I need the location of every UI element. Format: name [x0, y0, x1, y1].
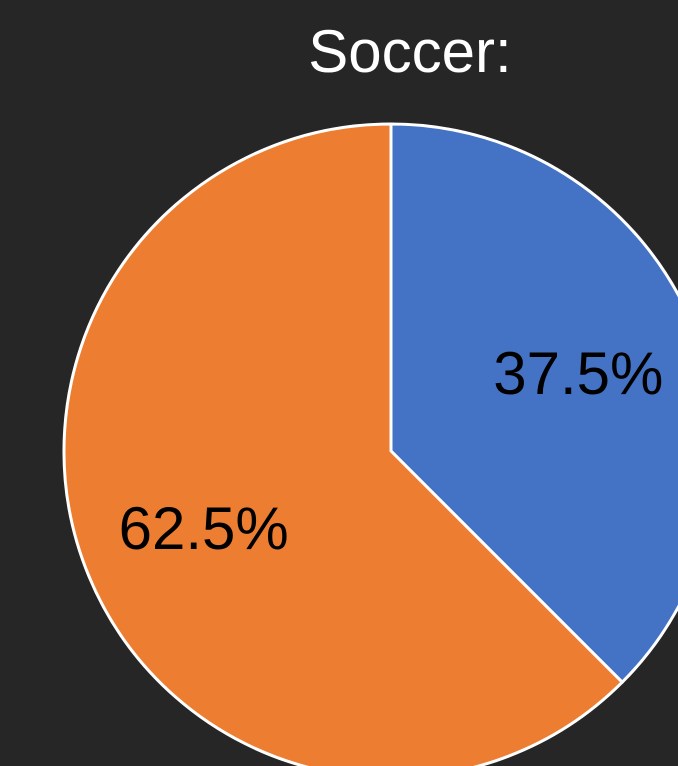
pie-slice-label-1: 37.5% — [493, 340, 663, 407]
pie-slices — [62, 122, 678, 766]
pie-slice-label-2: 62.5% — [119, 495, 289, 562]
chart-title: Soccer: — [308, 18, 511, 85]
pie-slice-2 — [62, 122, 624, 766]
pie-slice-1 — [389, 122, 678, 684]
pie-labels: 37.5% 62.5% — [119, 340, 664, 562]
